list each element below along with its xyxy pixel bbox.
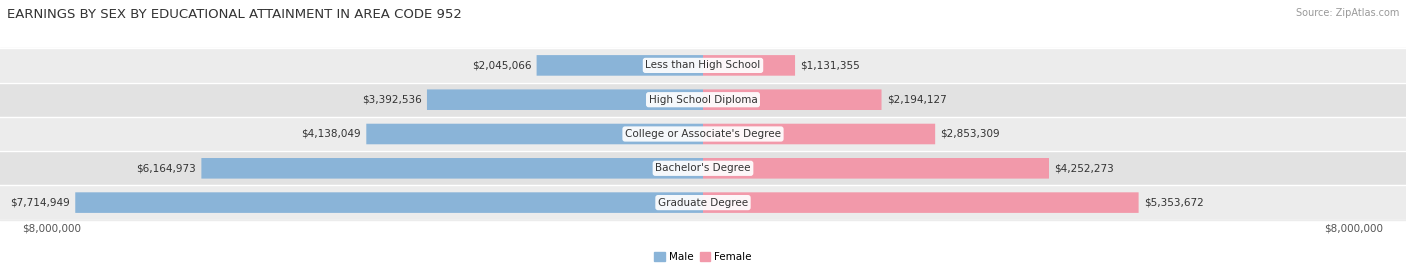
Text: $4,138,049: $4,138,049 [301,129,361,139]
Text: $3,392,536: $3,392,536 [361,95,422,105]
FancyBboxPatch shape [703,158,1049,178]
Text: College or Associate's Degree: College or Associate's Degree [626,129,780,139]
Bar [0,151,1406,185]
Text: $7,714,949: $7,714,949 [10,198,70,208]
FancyBboxPatch shape [537,55,703,76]
FancyBboxPatch shape [703,90,882,110]
Bar [0,117,1406,151]
Text: Bachelor's Degree: Bachelor's Degree [655,163,751,173]
Text: Source: ZipAtlas.com: Source: ZipAtlas.com [1295,8,1399,18]
FancyBboxPatch shape [427,90,703,110]
FancyBboxPatch shape [703,124,935,144]
Bar [0,185,1406,220]
Text: High School Diploma: High School Diploma [648,95,758,105]
Text: $2,194,127: $2,194,127 [887,95,946,105]
FancyBboxPatch shape [703,192,1139,213]
Legend: Male, Female: Male, Female [650,248,756,266]
Text: $2,853,309: $2,853,309 [941,129,1000,139]
Text: Less than High School: Less than High School [645,60,761,70]
FancyBboxPatch shape [76,192,703,213]
FancyBboxPatch shape [703,55,794,76]
Bar [0,83,1406,117]
Text: EARNINGS BY SEX BY EDUCATIONAL ATTAINMENT IN AREA CODE 952: EARNINGS BY SEX BY EDUCATIONAL ATTAINMEN… [7,8,463,21]
Text: Graduate Degree: Graduate Degree [658,198,748,208]
FancyBboxPatch shape [367,124,703,144]
FancyBboxPatch shape [201,158,703,178]
Text: $5,353,672: $5,353,672 [1144,198,1204,208]
Text: $4,252,273: $4,252,273 [1054,163,1114,173]
Bar [0,48,1406,83]
Text: $1,131,355: $1,131,355 [800,60,860,70]
Text: $2,045,066: $2,045,066 [472,60,531,70]
Text: $6,164,973: $6,164,973 [136,163,197,173]
